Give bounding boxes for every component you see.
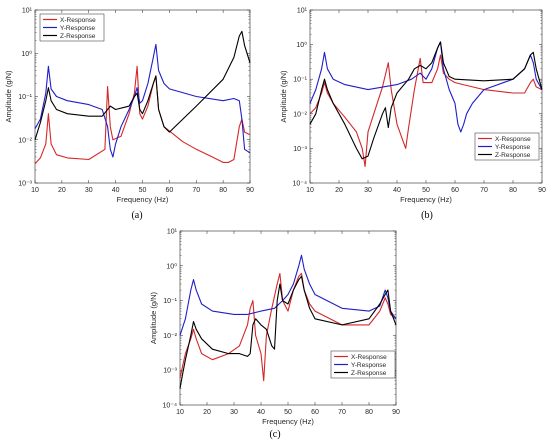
y-tick-label: 10¹ — [167, 229, 178, 236]
x-tick-label: 40 — [112, 187, 120, 194]
y-tick-label: 10⁰ — [21, 50, 32, 58]
y-axis-label: Amplitude (g/N) — [279, 70, 288, 123]
chart-panel-1: 10 20 30 40 50 60 70 80 90 10⁻³ 10⁻² 10⁻¹ 10⁰ 10¹ Freq… — [4, 8, 254, 222]
legend-label: X-Response — [60, 17, 96, 24]
y-tick-label: 10⁻³ — [163, 368, 177, 375]
x-tick-label: 40 — [257, 409, 265, 416]
legend-label: Y-Response — [351, 362, 387, 369]
chart-panel-2: 10 20 30 40 50 60 70 80 90 10⁻⁴ 10⁻³ 10⁻² 10⁻¹ 10⁰ 10¹… — [279, 8, 546, 222]
x-tick-label: 60 — [165, 187, 173, 194]
x-tick-label: 30 — [230, 409, 238, 416]
y-tick-label: 10⁻⁴ — [163, 403, 178, 410]
x-tick-label: 20 — [203, 409, 211, 416]
y-tick-label: 10⁻² — [18, 137, 32, 144]
legend-label: Y-Response — [495, 144, 531, 151]
panel-label: (c) — [269, 429, 280, 440]
x-tick-label: 90 — [538, 187, 546, 194]
y-tick-label: 10¹ — [22, 8, 33, 15]
x-axis-label: Frequency (Hz) — [262, 417, 314, 426]
x-tick-label: 70 — [192, 187, 200, 194]
y-tick-label: 10⁻² — [293, 111, 307, 118]
y-tick-label: 10⁻¹ — [163, 298, 177, 305]
x-tick-label: 20 — [58, 187, 66, 194]
y-axis-label: Amplitude (g/N) — [149, 291, 158, 344]
y-tick-label: 10⁻⁴ — [293, 181, 308, 188]
x-axis-label: Frequency (Hz) — [400, 195, 452, 204]
x-tick-label: 80 — [365, 409, 373, 416]
y-tick-label: 10⁻¹ — [18, 94, 32, 101]
y-tick-label: 10⁻² — [163, 333, 177, 340]
legend-label: Y-Response — [60, 25, 96, 32]
y-tick-label: 10⁰ — [296, 41, 307, 49]
x-tick-label: 50 — [422, 187, 430, 194]
x-tick-label: 50 — [284, 409, 292, 416]
legend-label: Z-Response — [60, 33, 96, 40]
x-tick-label: 30 — [85, 187, 93, 194]
y-tick-label: 10¹ — [297, 8, 308, 15]
x-tick-label: 60 — [451, 187, 459, 194]
x-axis-label: Frequency (Hz) — [117, 195, 169, 204]
chart-panel-3: 10 20 30 40 50 60 70 80 90 10⁻⁴ 10⁻³ 10⁻² 10⁻¹ 10⁰ 10¹… — [149, 229, 400, 441]
legend-label: Z-Response — [495, 152, 531, 159]
y-tick-label: 10⁻³ — [293, 146, 307, 153]
panel-label: (b) — [421, 210, 433, 221]
x-tick-label: 40 — [393, 187, 401, 194]
x-tick-label: 10 — [306, 187, 314, 194]
legend-label: Z-Response — [351, 370, 387, 377]
x-tick-label: 70 — [480, 187, 488, 194]
y-tick-label: 10⁻³ — [18, 181, 32, 188]
x-tick-label: 50 — [139, 187, 147, 194]
panel-label: (a) — [131, 210, 142, 221]
x-tick-label: 90 — [392, 409, 400, 416]
legend-label: X-Response — [495, 136, 531, 143]
x-tick-label: 90 — [246, 187, 254, 194]
x-tick-label: 60 — [311, 409, 319, 416]
x-tick-label: 10 — [176, 409, 184, 416]
legend-label: X-Response — [351, 354, 387, 361]
y-tick-label: 10⁻¹ — [293, 77, 307, 84]
y-tick-label: 10⁰ — [166, 262, 177, 270]
x-tick-label: 80 — [219, 187, 227, 194]
x-tick-label: 10 — [31, 187, 39, 194]
plot-area — [180, 231, 396, 405]
x-tick-label: 80 — [509, 187, 517, 194]
x-tick-label: 20 — [335, 187, 343, 194]
x-tick-label: 30 — [364, 187, 372, 194]
y-axis-label: Amplitude (g/N) — [4, 70, 13, 123]
x-tick-label: 70 — [338, 409, 346, 416]
